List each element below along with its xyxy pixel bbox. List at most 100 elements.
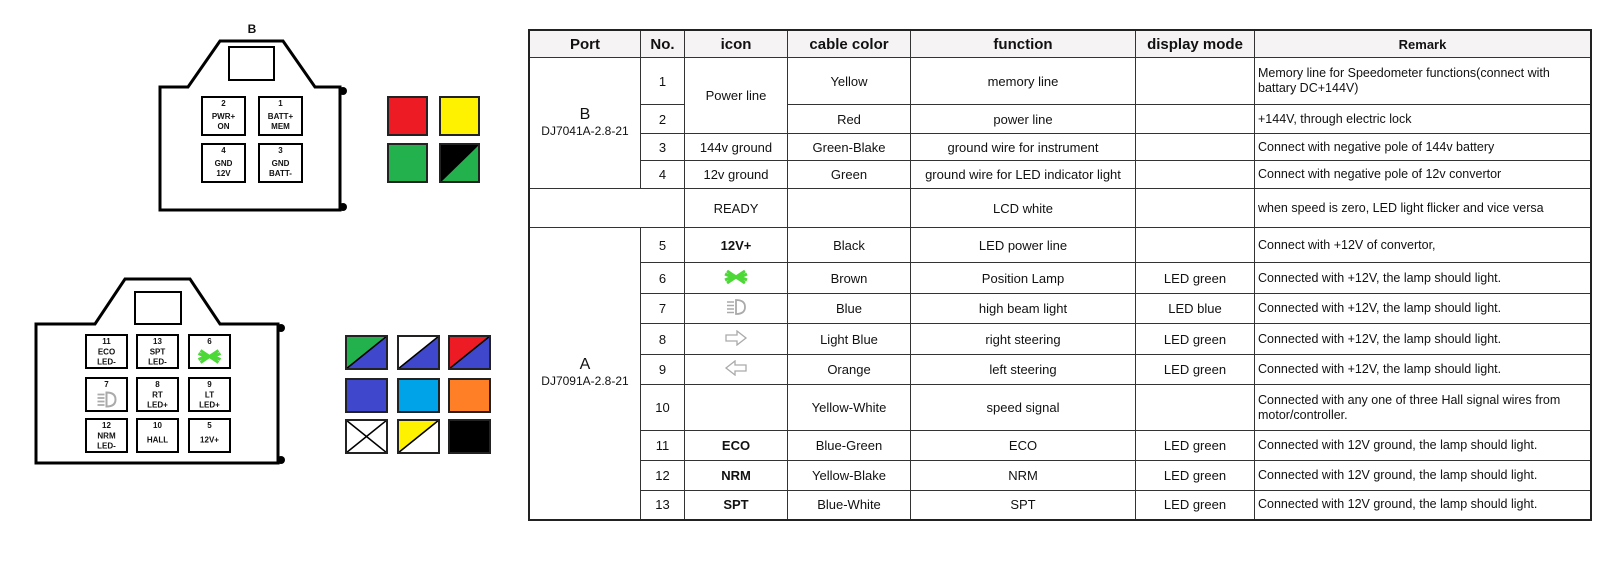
pin-number: 9 <box>207 380 212 389</box>
function-text: left steering <box>989 362 1057 377</box>
remark-text: Connect with negative pole of 144v batte… <box>1258 139 1495 154</box>
remark: Connect with negative pole of 144v batte… <box>1254 133 1592 161</box>
display-mode-text: LED green <box>1163 438 1227 453</box>
icon-cell <box>684 384 788 431</box>
pin-no: 2 <box>640 104 685 134</box>
icon-cell: 144v ground <box>684 133 788 161</box>
pin-no-text: 9 <box>658 362 667 377</box>
cable-color <box>787 188 911 228</box>
cable-color-text: Yellow-White <box>811 400 887 415</box>
pin-no-text: 4 <box>658 167 667 182</box>
cable-color: Black <box>787 227 911 263</box>
table-row: A DJ7091A-2.8-21 5 12V+ Black LED power line C… <box>528 227 1592 520</box>
function-text: power line <box>993 111 1053 127</box>
port-cell: A DJ7091A-2.8-21 <box>528 227 641 520</box>
remark: Connected with +12V, the lamp should lig… <box>1254 354 1592 385</box>
remark: Connected with +12V, the lamp should lig… <box>1254 262 1592 294</box>
pin-number: 13 <box>153 337 162 346</box>
remark: Connect with negative pole of 12v conver… <box>1254 160 1592 189</box>
pin-label: MEM <box>271 122 290 131</box>
cable-color: Light Blue <box>787 323 911 355</box>
remark-text: Connect with negative pole of 12v conver… <box>1258 167 1502 181</box>
wire-color-swatch <box>397 335 440 370</box>
cable-color-text: Yellow <box>830 73 868 89</box>
pin-number: 2 <box>221 99 226 108</box>
pin-number: 11 <box>102 337 111 346</box>
display-mode: LED green <box>1135 354 1255 385</box>
function-text: memory line <box>987 73 1059 89</box>
pin-no-text: 1 <box>658 73 667 89</box>
pin-label: SPT <box>150 348 166 357</box>
pin-number: 1 <box>278 99 283 108</box>
function: memory line <box>910 57 1136 105</box>
pin-no: 4 <box>640 160 685 189</box>
function: NRM <box>910 460 1136 491</box>
display-mode: LED green <box>1135 490 1255 520</box>
pin-no-text: 3 <box>658 139 667 155</box>
display-mode <box>1135 57 1255 105</box>
pin-label: GND <box>272 159 290 168</box>
function-text: ground wire for LED indicator light <box>925 167 1121 182</box>
display-mode-text: LED blue <box>1168 301 1222 316</box>
icon-cell: ECO <box>684 430 788 461</box>
cable-color: Brown <box>787 262 911 294</box>
pin-label: LED- <box>97 358 116 367</box>
remark: Connected with 12V ground, the lamp shou… <box>1254 490 1592 520</box>
pin-no: 8 <box>640 323 685 355</box>
function: Position Lamp <box>910 262 1136 294</box>
function: high beam light <box>910 293 1136 324</box>
cable-color-text: Black <box>833 237 865 253</box>
function: ground wire for LED indicator light <box>910 160 1136 189</box>
pin-label: LED+ <box>147 401 168 410</box>
wire-color-swatch <box>345 378 388 413</box>
pin-label: GND <box>215 159 233 168</box>
pin-no-text: 2 <box>658 111 667 127</box>
pin-number: 5 <box>207 421 212 430</box>
cable-color-text: Green-Blake <box>812 139 886 155</box>
pin-number: 12 <box>102 421 111 430</box>
display-mode-text: LED green <box>1163 270 1227 286</box>
function: right steering <box>910 323 1136 355</box>
remark: Connected with +12V, the lamp should lig… <box>1254 293 1592 324</box>
pin-no-text: 5 <box>658 237 667 253</box>
cable-color-text: Green <box>830 167 868 182</box>
pin-no-text: 13 <box>655 497 670 513</box>
cable-color-text: Blue-White <box>817 497 881 513</box>
high-beam-icon <box>97 391 117 408</box>
cable-color: Green <box>787 160 911 189</box>
column-header: No. <box>640 29 685 58</box>
pin-label: 12V <box>216 169 231 178</box>
pinout-table: Port No. icon cable color function display mo… <box>528 29 1592 521</box>
remark-text: Connected with 12V ground, the lamp shou… <box>1258 497 1538 512</box>
pin-number: 4 <box>221 146 226 155</box>
table-row: 11 ECO Blue-Green ECO LED green Connected wit… <box>529 430 1592 461</box>
icon-cell-text: 12v ground <box>703 167 769 182</box>
pin-no: 13 <box>640 490 685 520</box>
wire-color-swatch <box>397 419 440 454</box>
pin-2: 2 PWR+ON <box>201 96 246 136</box>
icon-cell: NRM <box>684 460 788 491</box>
table-row: 8 Light Blue right steering LED green Connec… <box>529 323 1592 355</box>
remark: when speed is zero, LED light flicker an… <box>1254 188 1592 228</box>
remark: Connected with 12V ground, the lamp shou… <box>1254 460 1592 491</box>
function-text: right steering <box>985 331 1061 347</box>
display-mode: LED blue <box>1135 293 1255 324</box>
pin-no-text: 12 <box>655 468 670 483</box>
pin-label: LED- <box>97 442 116 451</box>
cable-color: Yellow <box>787 57 911 105</box>
cable-color: Blue-White <box>787 490 911 520</box>
pin-no: 11 <box>640 430 685 461</box>
pin-1: 1 BATT+MEM <box>258 96 303 136</box>
table-row: 4 12v ground Green ground wire for LED indi… <box>529 160 1592 189</box>
icon-cell-text: SPT <box>723 497 749 513</box>
display-mode <box>1135 384 1255 431</box>
icon-cell-text: READY <box>713 200 759 216</box>
cable-color: Blue <box>787 293 911 324</box>
cable-color-text: Blue-Green <box>815 438 883 453</box>
port-name: A <box>579 356 591 374</box>
